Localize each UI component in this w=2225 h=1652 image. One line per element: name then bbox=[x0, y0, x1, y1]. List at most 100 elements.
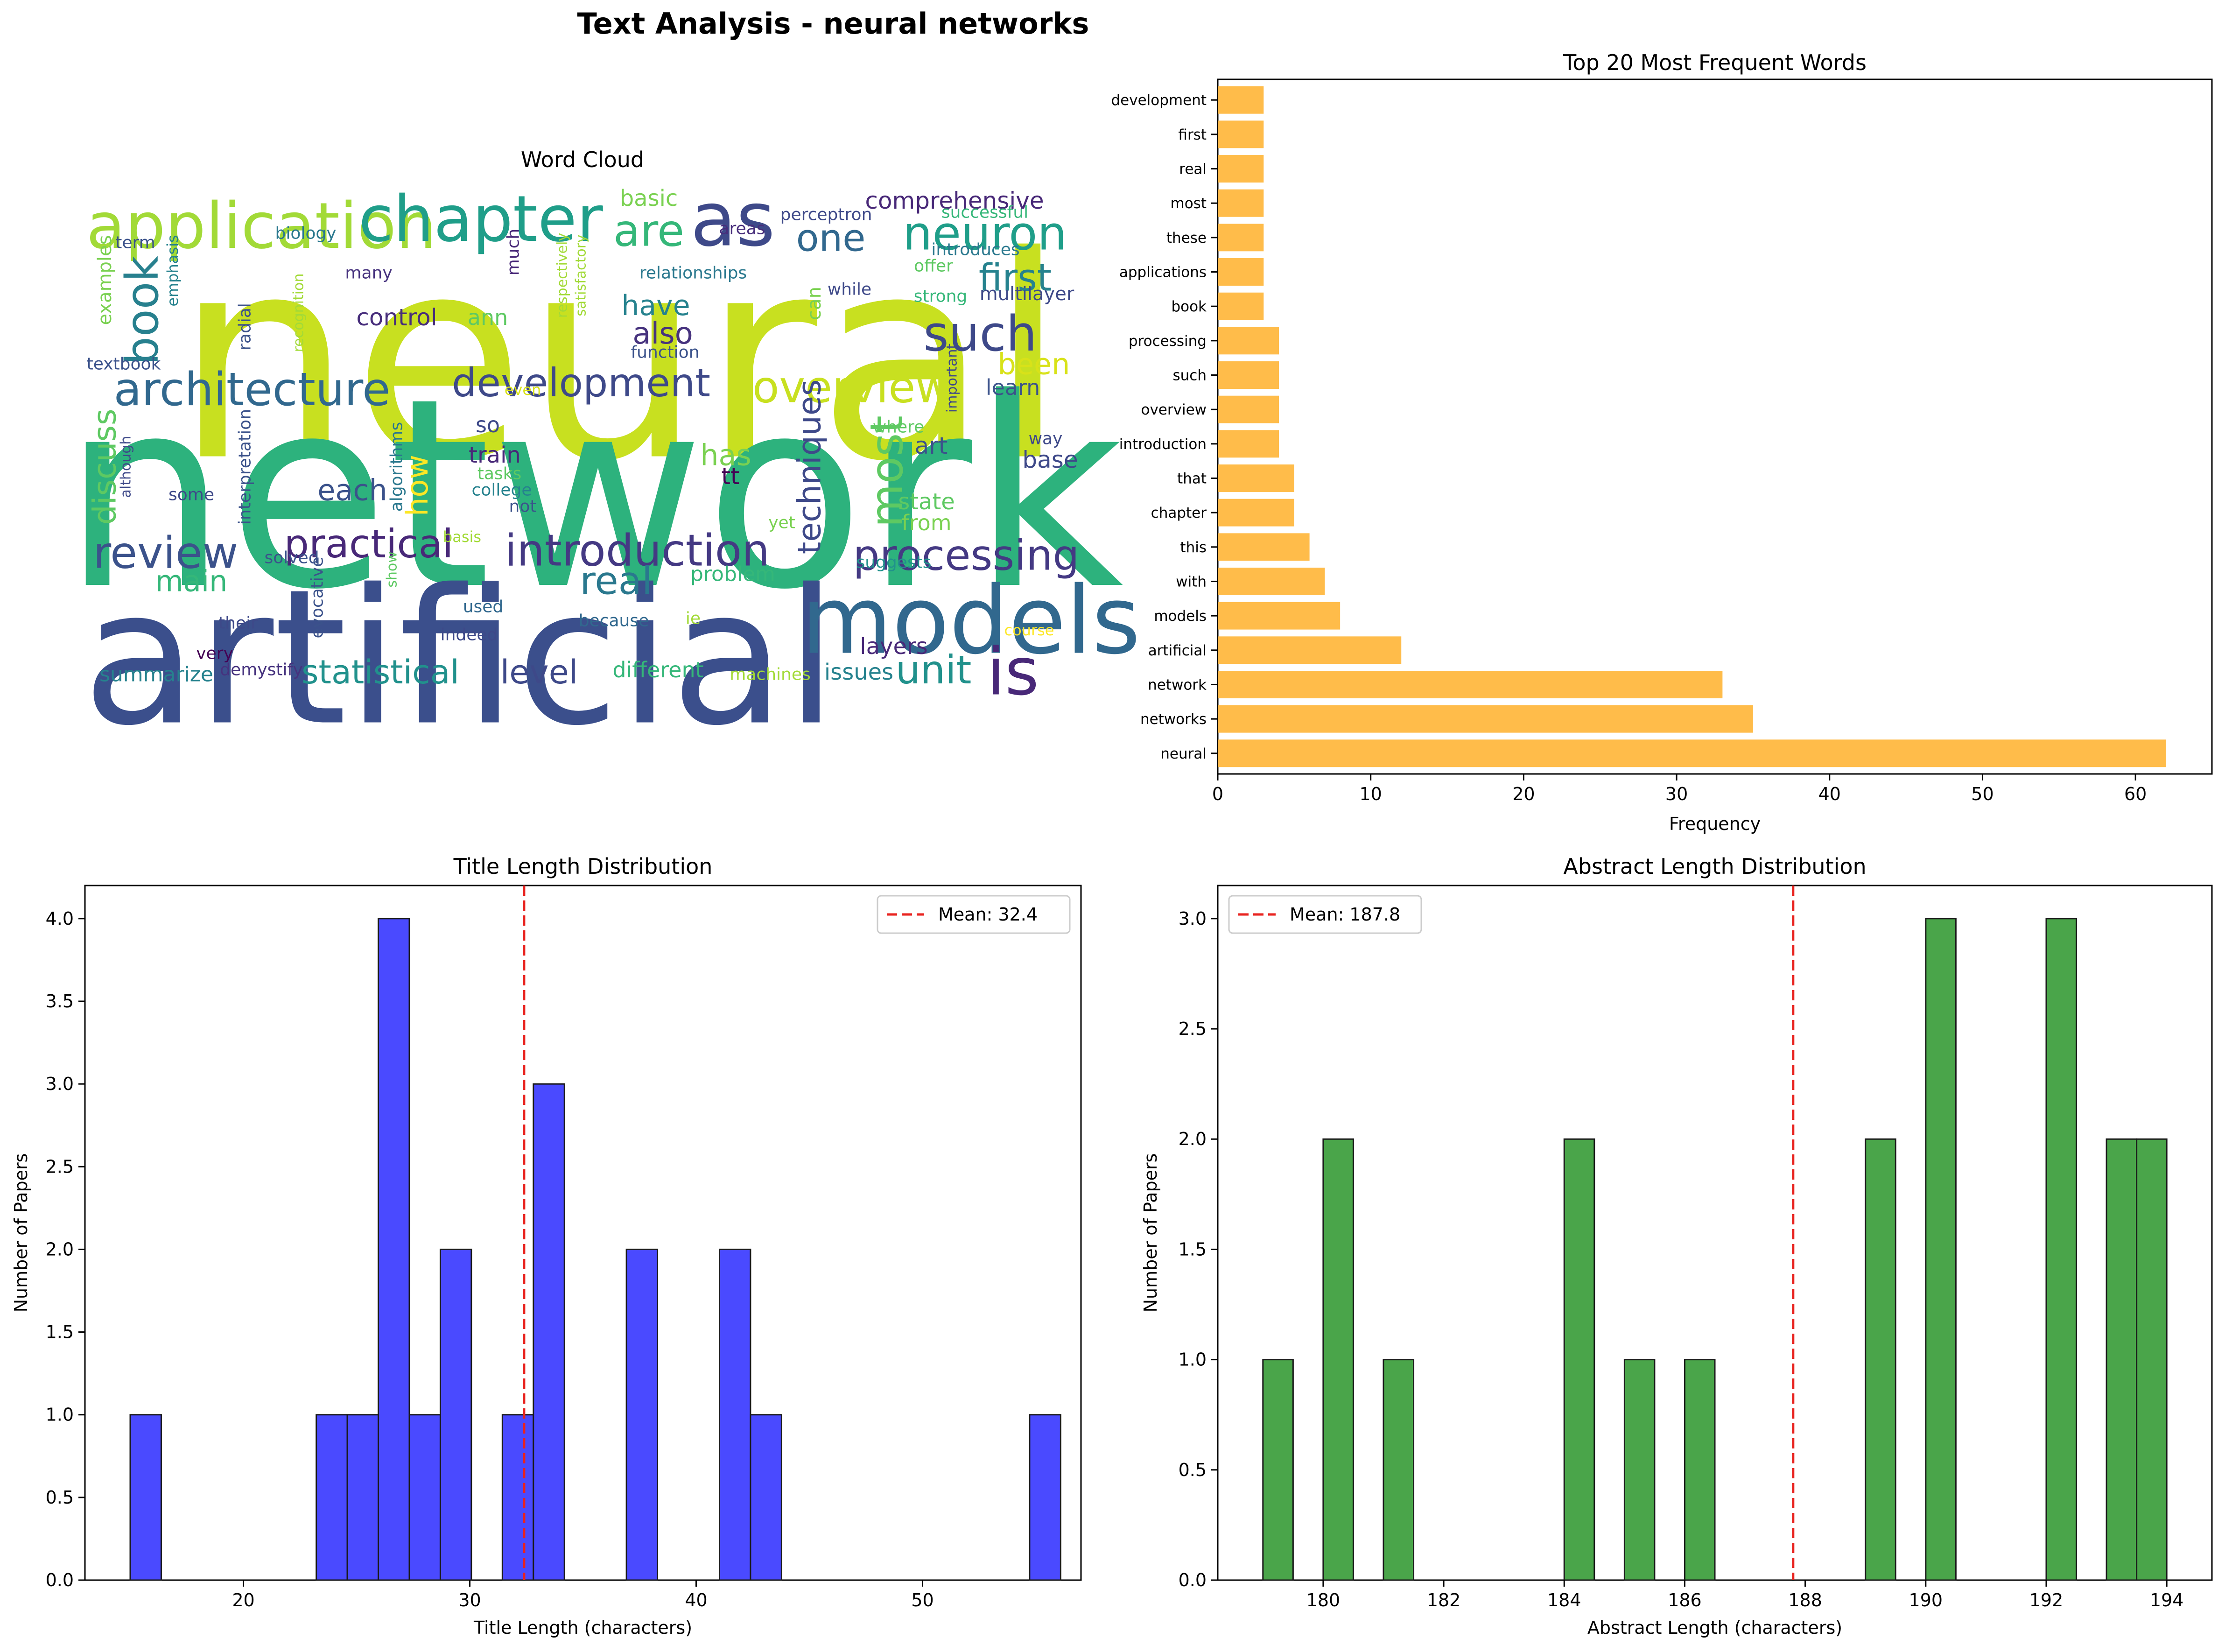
title-length-xlabel: Title Length (characters) bbox=[473, 1617, 692, 1638]
histogram-bar bbox=[625, 1248, 659, 1581]
x-tick-label: 194 bbox=[2150, 1590, 2184, 1610]
word-are: are bbox=[613, 206, 684, 257]
abstract-length-bars: 180 182 184 186 188 190 192 194 0.0 0.5 1.0 1.5 2.0 2… bbox=[1179, 886, 2184, 1610]
bar-book bbox=[1218, 292, 1264, 320]
word-college: college bbox=[472, 481, 532, 500]
y-tick-label: applications bbox=[1119, 264, 1207, 281]
x-tick-label: 190 bbox=[1909, 1590, 1943, 1610]
top-words-bars: neural networks network artificial models wit… bbox=[1111, 86, 2166, 804]
y-tick-label: book bbox=[1171, 298, 1207, 315]
abstract-length-ylabel: Number of Papers bbox=[1140, 1153, 1161, 1313]
word-neuron: neuron bbox=[903, 206, 1067, 261]
bar-this bbox=[1218, 533, 1310, 561]
word-state: state bbox=[898, 489, 955, 515]
word-also: also bbox=[632, 316, 693, 351]
word-show: show bbox=[384, 551, 400, 588]
histogram-bar bbox=[1684, 1359, 1716, 1581]
word-main: main bbox=[155, 564, 228, 598]
word-examples: examples bbox=[94, 235, 116, 325]
top-words-axes-frame bbox=[1217, 78, 2213, 775]
bar-introduction bbox=[1218, 430, 1279, 458]
y-tick-label: real bbox=[1179, 161, 1207, 178]
figure-suptitle: Text Analysis - neural networks bbox=[577, 7, 1089, 41]
word-models: models bbox=[801, 567, 1141, 675]
y-tick-label: 3.0 bbox=[46, 1074, 74, 1094]
bar-networks bbox=[1218, 705, 1753, 733]
word-how: how bbox=[400, 455, 435, 516]
word-book: book bbox=[116, 256, 168, 365]
x-tick-label: 30 bbox=[1665, 784, 1688, 804]
word-statistical: statistical bbox=[302, 653, 459, 691]
histogram-bar bbox=[1383, 1359, 1415, 1581]
y-tick-label: 2.0 bbox=[46, 1239, 74, 1259]
x-tick-label: 40 bbox=[685, 1590, 707, 1610]
bar-chapter bbox=[1218, 499, 1294, 527]
word-where: where bbox=[873, 418, 925, 437]
word-areas: areas bbox=[719, 219, 765, 239]
word-from: from bbox=[901, 510, 951, 535]
histogram-bar bbox=[439, 1248, 472, 1581]
word-base: base bbox=[1022, 446, 1078, 473]
bar-artificial bbox=[1218, 636, 1402, 664]
top-words-title: Top 20 Most Frequent Words bbox=[1563, 50, 1867, 75]
bar-with bbox=[1218, 568, 1325, 595]
x-tick-label: 40 bbox=[1818, 784, 1841, 804]
bar-real bbox=[1218, 155, 1264, 183]
word-cloud-panel: Word Cloud neuralnetworkartificialmodels… bbox=[62, 147, 1141, 767]
word-their: their bbox=[218, 614, 258, 633]
word-train: train bbox=[469, 442, 521, 468]
word-interpretation: interpretation bbox=[236, 409, 255, 525]
x-tick-label: 192 bbox=[2029, 1590, 2064, 1610]
histogram-bar bbox=[750, 1414, 782, 1581]
word-used: used bbox=[463, 598, 504, 617]
word-perceptron: perceptron bbox=[780, 205, 872, 225]
word-processing: processing bbox=[853, 531, 1079, 580]
legend: Mean: 187.8 bbox=[1228, 895, 1422, 934]
word-level: level bbox=[500, 653, 578, 691]
title-length-title: Title Length Distribution bbox=[453, 854, 713, 879]
word-techniques: techniques bbox=[792, 380, 828, 555]
histogram-bar bbox=[718, 1248, 751, 1581]
y-tick-label: introduction bbox=[1119, 436, 1207, 453]
legend-label: Mean: 187.8 bbox=[1290, 904, 1400, 925]
word-network: network bbox=[62, 343, 1123, 647]
word-one: one bbox=[796, 217, 866, 260]
word-neural: neural bbox=[175, 197, 1067, 523]
x-tick-label: 60 bbox=[2124, 784, 2147, 804]
histogram-bar bbox=[1925, 918, 1957, 1581]
y-tick-label: chapter bbox=[1151, 505, 1207, 521]
y-tick-label: this bbox=[1180, 539, 1207, 556]
word-important: important bbox=[944, 344, 961, 413]
y-tick-label: 0.5 bbox=[1179, 1460, 1207, 1480]
word-ie: ie bbox=[686, 609, 701, 628]
abstract-length-title: Abstract Length Distribution bbox=[1563, 854, 1866, 879]
histogram-bar bbox=[129, 1414, 162, 1581]
x-tick-label: 180 bbox=[1306, 1590, 1341, 1610]
word-function: function bbox=[631, 343, 699, 362]
word-so: so bbox=[476, 412, 500, 437]
word-is: is bbox=[987, 634, 1039, 710]
word-issues: issues bbox=[824, 659, 893, 685]
y-tick-label: models bbox=[1154, 608, 1207, 625]
word-radial: radial bbox=[236, 303, 255, 351]
title-length-bars: 20 30 40 50 0.0 0.5 1.0 1.5 2.0 2.5 3.0 3.5 4.0 Mean:… bbox=[46, 886, 1071, 1610]
bar-models bbox=[1218, 602, 1341, 630]
x-tick-label: 50 bbox=[911, 1590, 934, 1610]
word-evocative: evocative bbox=[308, 557, 327, 639]
word-demystify: demystify bbox=[220, 661, 303, 680]
word-course: course bbox=[1004, 621, 1054, 639]
word-offer: offer bbox=[914, 257, 953, 276]
word-emphasis: emphasis bbox=[164, 235, 182, 306]
histogram-bar bbox=[533, 1083, 565, 1581]
y-tick-label: 1.0 bbox=[1179, 1350, 1207, 1370]
y-tick-label: such bbox=[1173, 367, 1207, 384]
word-introduces: introduces bbox=[931, 240, 1019, 260]
histogram-bar bbox=[1563, 1138, 1595, 1581]
word-introduction: introduction bbox=[505, 526, 770, 576]
word-respectively: respectively bbox=[554, 233, 571, 318]
histogram-bar bbox=[316, 1414, 348, 1581]
word-such: such bbox=[923, 305, 1037, 362]
word-application: application bbox=[86, 190, 436, 263]
legend-box bbox=[1228, 895, 1422, 934]
